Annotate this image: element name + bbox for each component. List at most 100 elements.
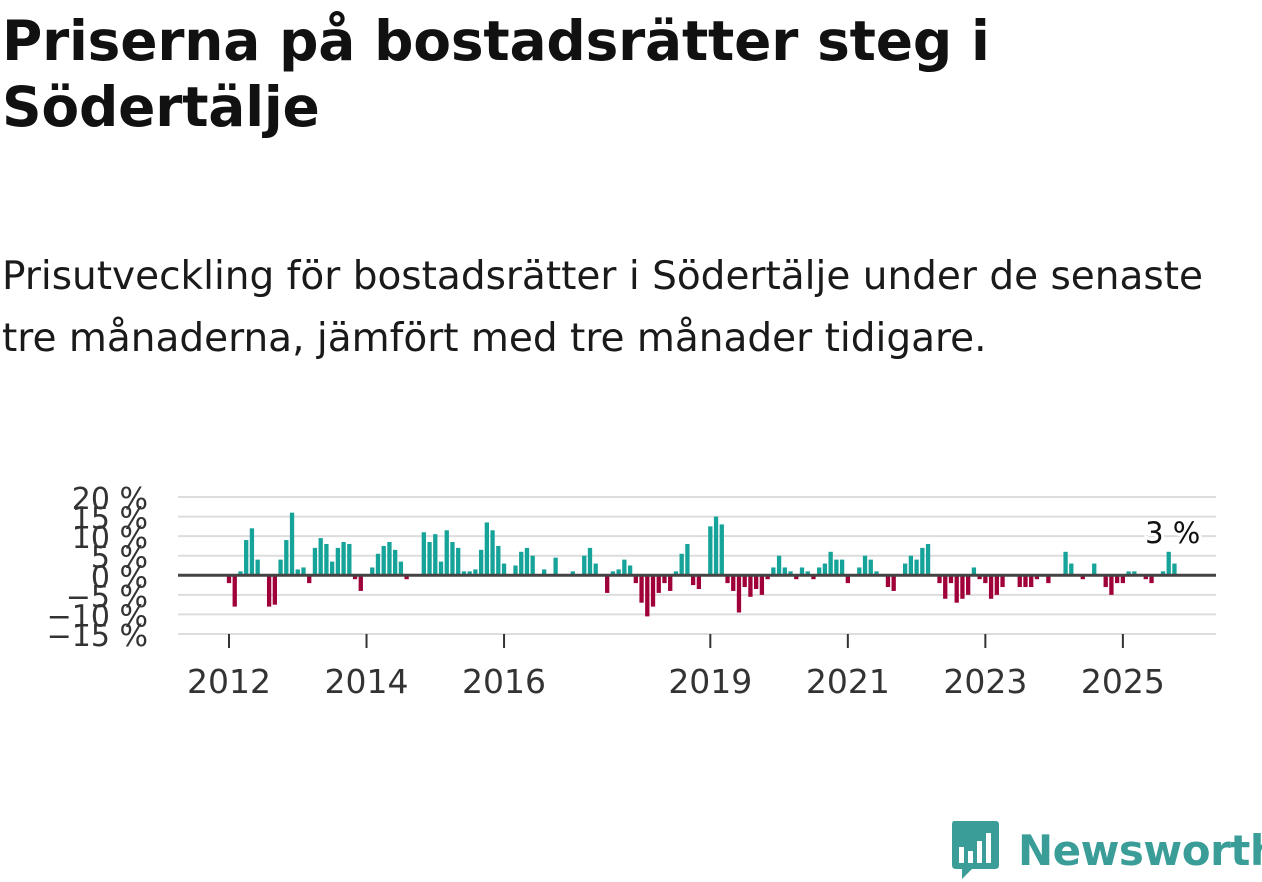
bar xyxy=(874,571,879,576)
y-tick-label: −5 % xyxy=(66,580,148,615)
bar xyxy=(605,575,610,593)
bar xyxy=(347,543,352,576)
bar xyxy=(645,575,650,617)
bar xyxy=(519,551,524,576)
bar xyxy=(358,575,363,591)
bar xyxy=(839,559,845,576)
bar xyxy=(925,543,931,576)
bar xyxy=(713,516,719,576)
brand-name: Newsworthy xyxy=(1018,825,1262,875)
bar xyxy=(484,522,489,576)
bar xyxy=(398,561,404,576)
x-tick-label: 2025 xyxy=(1081,662,1165,701)
bar xyxy=(914,559,919,576)
bar xyxy=(249,528,255,576)
bar xyxy=(370,567,375,576)
bar xyxy=(226,575,232,584)
bar xyxy=(679,553,684,576)
bar xyxy=(960,575,965,599)
bar xyxy=(971,567,977,576)
bar xyxy=(834,559,839,576)
bar xyxy=(696,575,702,589)
bar xyxy=(530,555,535,576)
bar xyxy=(478,549,484,576)
bar xyxy=(238,571,243,576)
bar xyxy=(427,542,432,576)
bar xyxy=(650,575,656,607)
x-tick-label: 2023 xyxy=(943,662,1027,701)
bar xyxy=(622,559,627,576)
bar xyxy=(490,530,495,576)
y-tick-label: 20 % xyxy=(72,482,148,517)
bar xyxy=(461,571,467,576)
bar xyxy=(937,575,942,584)
bar xyxy=(329,561,335,576)
bar xyxy=(690,575,696,586)
latest-value-label: 3 % xyxy=(1145,516,1200,550)
bar xyxy=(1172,563,1177,576)
bar xyxy=(542,569,547,576)
bar xyxy=(387,542,392,576)
bar xyxy=(1115,575,1120,584)
bar xyxy=(805,571,810,576)
bar xyxy=(335,547,341,576)
y-tick-label: 5 % xyxy=(91,541,148,576)
x-tick-label: 2014 xyxy=(325,662,409,701)
bar xyxy=(656,575,661,593)
page-title: Priserna på bostadsrätter steg i Södertä… xyxy=(2,9,990,139)
bar xyxy=(444,530,449,576)
bar xyxy=(902,563,908,576)
bar xyxy=(994,575,999,595)
bar xyxy=(627,565,633,576)
bar xyxy=(456,547,461,576)
bar xyxy=(1120,575,1126,584)
bar xyxy=(381,545,386,576)
bar xyxy=(639,575,644,603)
bar xyxy=(1166,551,1171,576)
bar xyxy=(593,563,598,576)
y-tick-label: 15 % xyxy=(72,502,148,537)
bar xyxy=(1092,563,1097,576)
bar xyxy=(278,559,283,576)
bar xyxy=(513,565,518,576)
bar xyxy=(1000,575,1005,588)
bar xyxy=(885,575,891,588)
bar xyxy=(352,575,358,580)
bar xyxy=(473,569,478,576)
bar xyxy=(1132,571,1137,576)
bar xyxy=(862,555,868,576)
bar xyxy=(954,575,959,603)
labels: 20 %15 %10 %5 %0 %−5 %−10 %−15 % 2012 2014… xyxy=(47,482,1204,701)
bar xyxy=(668,575,673,591)
bar xyxy=(857,567,862,576)
bar-chart-speech-bubble-icon xyxy=(952,821,999,879)
bar xyxy=(1029,575,1034,588)
bar xyxy=(817,567,822,576)
bar xyxy=(1143,575,1148,580)
x-tick-label: 2021 xyxy=(806,662,890,701)
bar xyxy=(438,561,444,576)
price-change-bar-chart: 20 %15 %10 %5 %0 %−5 %−10 %−15 % 2012 2014… xyxy=(47,482,1216,701)
bar xyxy=(244,540,249,576)
bar xyxy=(232,575,237,607)
bar xyxy=(788,571,793,576)
bar xyxy=(759,575,765,595)
bar xyxy=(822,563,828,576)
bar xyxy=(301,567,306,576)
bar xyxy=(719,524,724,576)
bar xyxy=(988,575,994,599)
bar xyxy=(799,567,805,576)
bar xyxy=(570,571,575,576)
bar xyxy=(1109,575,1114,595)
bar xyxy=(467,571,472,576)
bar xyxy=(524,547,530,576)
bar xyxy=(1046,575,1051,584)
bar xyxy=(450,542,455,576)
bar xyxy=(776,555,782,576)
bar xyxy=(685,543,690,576)
bar xyxy=(771,567,776,576)
bar xyxy=(375,553,381,576)
bar xyxy=(1126,571,1131,576)
bar xyxy=(920,547,925,576)
bar xyxy=(1103,575,1108,588)
